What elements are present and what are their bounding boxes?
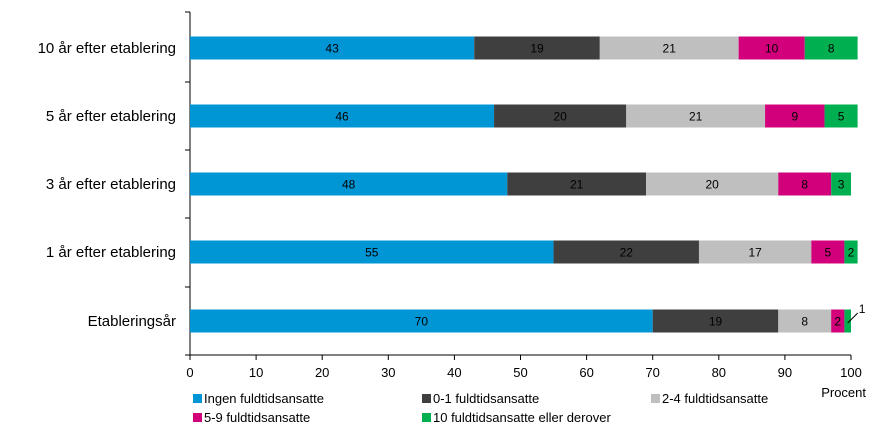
bar-segment (831, 309, 845, 333)
data-label: 55 (365, 246, 379, 260)
bar-segment (190, 36, 475, 60)
legend-swatch (651, 394, 660, 403)
bar-segment (765, 104, 825, 128)
bar-segment (778, 172, 832, 196)
data-label: 17 (748, 246, 762, 260)
x-tick-label: 0 (186, 365, 193, 380)
data-label: 43 (325, 42, 339, 56)
data-label: 21 (663, 42, 677, 56)
category-label: Etableringsår (88, 313, 176, 330)
bar-segment (646, 172, 779, 196)
data-label: 8 (828, 42, 835, 56)
data-label: 3 (838, 178, 845, 192)
x-axis-title: Procent (821, 385, 866, 400)
legend-swatch (422, 413, 431, 422)
bar-segment (494, 104, 627, 128)
data-label: 22 (620, 246, 634, 260)
bar-segment (190, 172, 508, 196)
bar-segment (652, 309, 779, 333)
data-label: 19 (530, 42, 544, 56)
data-label: 8 (801, 315, 808, 329)
data-label: 2 (834, 315, 841, 329)
legend-label: 10 fuldtidsansatte eller derover (433, 410, 611, 425)
bar-segment (474, 36, 600, 60)
data-label: 70 (415, 315, 429, 329)
bar-segment (738, 36, 805, 60)
legend-label: 5-9 fuldtidsansatte (204, 410, 310, 425)
legend-label: 0-1 fuldtidsansatte (433, 391, 539, 406)
data-label: 5 (825, 246, 832, 260)
data-label: 21 (689, 110, 703, 124)
legend-swatch (193, 413, 202, 422)
data-label: 2 (848, 246, 855, 260)
x-tick-label: 40 (447, 365, 461, 380)
bar-segment (599, 36, 739, 60)
bar-segment (804, 36, 858, 60)
bar-segment (190, 309, 653, 333)
x-tick-label: 20 (315, 365, 329, 380)
bar-segment (844, 309, 851, 333)
category-label: 10 år efter etablering (38, 40, 176, 57)
bar-segment (553, 240, 699, 264)
data-label-leader (847, 312, 859, 324)
data-label: 21 (570, 178, 584, 192)
x-tick-label: 60 (579, 365, 593, 380)
category-label: 5 år efter etablering (46, 108, 176, 125)
x-tick-label: 80 (712, 365, 726, 380)
bar-segment (811, 240, 845, 264)
x-tick-label: 90 (778, 365, 792, 380)
data-label: 48 (342, 178, 356, 192)
x-tick-label: 70 (645, 365, 659, 380)
bar-segment (626, 104, 766, 128)
legend-label: Ingen fuldtidsansatte (204, 391, 324, 406)
x-tick-label: 30 (381, 365, 395, 380)
data-label: 20 (706, 178, 720, 192)
data-label: 1 (859, 302, 866, 316)
data-label: 8 (801, 178, 808, 192)
data-label: 20 (553, 110, 567, 124)
data-label: 19 (709, 315, 723, 329)
legend-swatch (422, 394, 431, 403)
bar-segment (190, 240, 554, 264)
data-label: 10 (765, 42, 779, 56)
bar-segment (778, 309, 832, 333)
bar-segment (831, 172, 851, 196)
legend-swatch (193, 394, 202, 403)
legend-label: 2-4 fuldtidsansatte (662, 391, 768, 406)
x-tick-label: 50 (513, 365, 527, 380)
category-label: 1 år efter etablering (46, 244, 176, 261)
data-label: 46 (335, 110, 349, 124)
x-tick-label: 10 (249, 365, 263, 380)
x-tick-label: 100 (840, 365, 862, 380)
bar-segment (698, 240, 812, 264)
data-label: 5 (838, 110, 845, 124)
category-label: 3 år efter etablering (46, 176, 176, 193)
bar-segment (507, 172, 647, 196)
data-label: 9 (791, 110, 798, 124)
bar-segment (844, 240, 858, 264)
bar-segment (190, 104, 495, 128)
bar-segment (824, 104, 858, 128)
